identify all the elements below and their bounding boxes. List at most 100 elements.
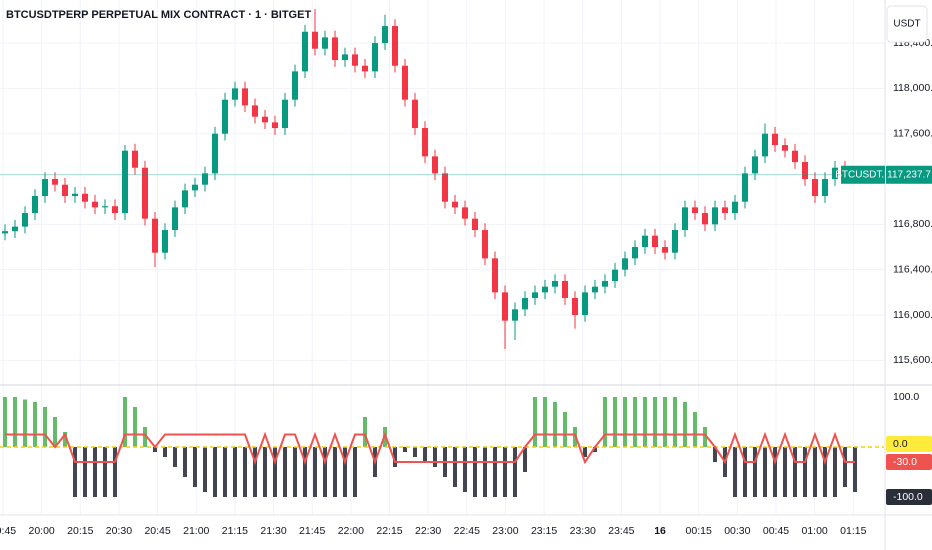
x-tick-label: 20:15: [67, 525, 93, 537]
candle-body: [142, 167, 148, 219]
candle-body: [512, 309, 518, 321]
histogram-bar: [463, 447, 467, 492]
histogram-bar: [33, 402, 37, 447]
histogram-bar: [413, 447, 417, 457]
histogram-bar: [333, 447, 337, 497]
x-tick-label: 21:00: [183, 525, 209, 537]
x-tick-label: 16: [654, 525, 666, 537]
candle-body: [652, 235, 658, 248]
candle-body: [702, 213, 708, 225]
grid: [0, 0, 884, 515]
x-tick-label: 21:45: [299, 525, 325, 537]
symbol-badge: [841, 165, 885, 184]
histogram-bar: [633, 397, 637, 447]
histogram-bar: [173, 447, 177, 467]
histogram-bar: [583, 447, 587, 457]
histogram-bar: [93, 447, 97, 497]
plot: [0, 9, 884, 497]
candle-body: [552, 281, 558, 287]
histogram-bar: [423, 447, 427, 462]
candle-body: [372, 43, 378, 72]
x-tick-label: 22:30: [415, 525, 441, 537]
histogram-bar: [643, 397, 647, 447]
candle-body: [802, 162, 808, 180]
histogram-bar: [253, 447, 257, 497]
candle-body: [502, 292, 508, 321]
histogram-bar: [243, 447, 247, 497]
histogram-bar: [503, 447, 507, 497]
indicator-badge: [886, 454, 932, 470]
x-tick-label: 21:15: [222, 525, 248, 537]
candle-body: [152, 218, 158, 253]
histogram-bar: [303, 447, 307, 497]
histogram-bar: [523, 447, 527, 472]
histogram-bar: [353, 447, 357, 497]
y-tick-label: 116,400.0: [893, 263, 932, 275]
candle-body: [742, 173, 748, 202]
x-tick-label: 20:45: [144, 525, 170, 537]
candle-body: [2, 231, 8, 234]
candle-body: [672, 230, 678, 253]
indicator-tick-label: -30.0: [893, 456, 917, 468]
currency-label[interactable]: USDT: [893, 19, 920, 30]
candle-body: [182, 190, 188, 208]
candle-body: [412, 99, 418, 129]
candle-body: [112, 206, 118, 214]
candle-body: [252, 105, 258, 117]
histogram-bar: [683, 402, 687, 447]
histogram-bar: [103, 447, 107, 497]
histogram-bar: [343, 447, 347, 497]
x-tick-label: 20:00: [29, 525, 55, 537]
histogram-bar: [83, 447, 87, 497]
candle-body: [762, 133, 768, 157]
histogram-bar: [143, 427, 147, 447]
candle-body: [92, 201, 98, 208]
y-tick-label: 117,600.0: [893, 127, 932, 139]
candle-body: [422, 128, 428, 157]
histogram-bar: [233, 447, 237, 497]
histogram-bar: [203, 447, 207, 492]
candle-body: [242, 88, 248, 106]
candle-body: [172, 207, 178, 231]
candle-body: [712, 207, 718, 225]
histogram-bar: [853, 447, 857, 492]
histogram-bar: [73, 447, 77, 497]
candle-body: [752, 156, 758, 174]
histogram-bar: [743, 447, 747, 497]
histogram-bar: [283, 447, 287, 497]
candle-body: [72, 193, 78, 197]
histogram-bar: [63, 432, 67, 447]
histogram-bar: [833, 447, 837, 497]
currency-button[interactable]: [886, 5, 928, 43]
candle-body: [482, 230, 488, 259]
histogram-bar: [183, 447, 187, 477]
x-tick-label: 23:30: [570, 525, 596, 537]
histogram-bar: [753, 447, 757, 497]
histogram-bar: [113, 447, 117, 497]
candle-body: [812, 179, 818, 197]
histogram-bar: [363, 417, 367, 447]
chart-title: BTCUSDTPERP PERPETUAL MIX CONTRACT · 1 ·…: [6, 9, 311, 21]
candle-body: [612, 269, 618, 282]
candle-body: [282, 99, 288, 129]
histogram-bar: [193, 447, 197, 487]
candle-body: [222, 99, 228, 134]
candle-body: [32, 196, 38, 214]
x-tick-label: 21:30: [260, 525, 286, 537]
candle-body: [452, 201, 458, 208]
candle-body: [722, 207, 728, 214]
candle-body: [662, 247, 668, 253]
histogram-bar: [453, 447, 457, 487]
candle-body: [162, 230, 168, 253]
histogram-bar: [843, 447, 847, 487]
histogram-bar: [493, 447, 497, 497]
candle-body: [262, 116, 268, 123]
histogram-bar: [693, 412, 697, 447]
histogram-bar: [403, 447, 407, 452]
histogram-bar: [783, 447, 787, 497]
candle-body: [382, 26, 388, 44]
y-tick-label: 115,600.0: [893, 354, 932, 366]
histogram-bar: [623, 397, 627, 447]
histogram-bar: [323, 447, 327, 497]
candle-body: [442, 173, 448, 202]
